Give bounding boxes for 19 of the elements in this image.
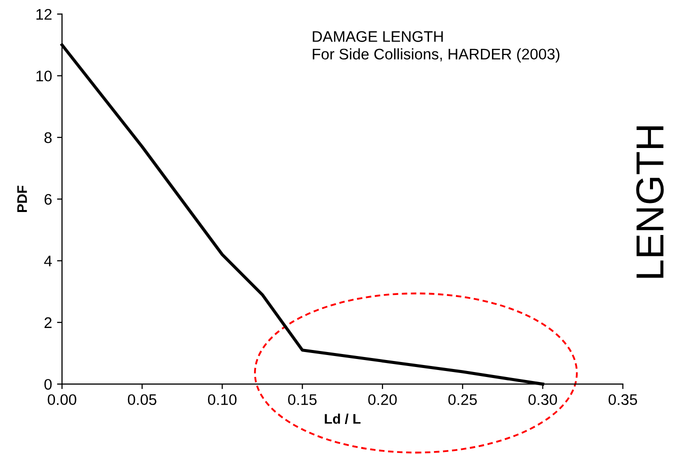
annotation: DAMAGE LENGTH For Side Collisions, HARDER (2003): [312, 31, 560, 63]
x-tick-label: 0.10: [208, 394, 237, 406]
y-axis-title: PDF: [17, 186, 27, 212]
y-tick-label: 2: [44, 317, 52, 328]
x-axis-title: Ld / L: [324, 414, 361, 424]
x-tick-label: 0.15: [288, 394, 317, 406]
y-tick-label: 6: [44, 194, 52, 205]
y-tick-label: 4: [44, 256, 52, 266]
x-tick-label: 0.35: [608, 394, 638, 406]
x-tick-label: 0.00: [48, 394, 76, 406]
x-tick-label: 0.05: [128, 394, 156, 406]
x-tick-label: 0.20: [368, 394, 397, 406]
y-tick-label: 10: [36, 70, 52, 82]
text: LENGTH: [636, 126, 664, 278]
y-tick-label: 8: [44, 132, 52, 144]
x-tick-label: 0.25: [448, 394, 477, 406]
y-tick-label: 12: [36, 8, 52, 20]
y-tick-label: 0: [44, 378, 52, 390]
x-tick-label: 0.30: [528, 394, 557, 406]
